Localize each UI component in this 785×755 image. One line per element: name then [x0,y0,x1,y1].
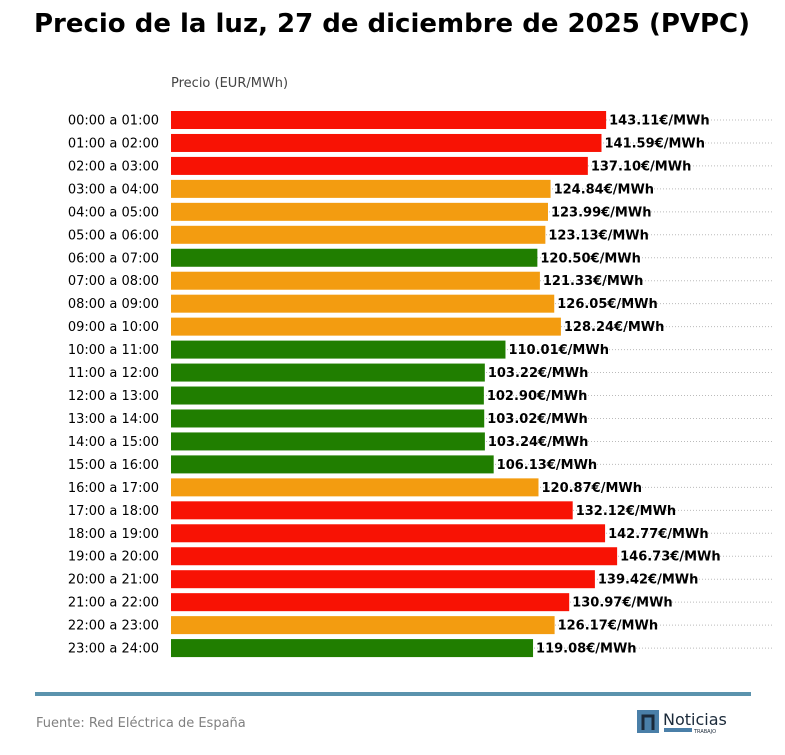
bar [171,616,555,635]
y-tick-label: 07:00 a 08:00 [68,274,159,289]
bar [171,202,548,221]
bar [171,133,602,152]
y-tick-label: 17:00 a 18:00 [68,504,159,519]
data-label: 123.13€/MWh [548,228,649,243]
data-label: 103.22€/MWh [488,366,589,381]
bar [171,294,555,313]
data-label: 126.17€/MWh [558,619,659,634]
y-tick-label: 13:00 a 14:00 [68,412,159,427]
y-tick-label: 18:00 a 19:00 [68,527,159,542]
y-tick-label: 04:00 a 05:00 [68,205,159,220]
data-label: 130.97€/MWh [572,596,673,611]
bar [171,248,538,267]
data-label: 132.12€/MWh [576,504,677,519]
y-tick-label: 22:00 a 23:00 [68,619,159,634]
y-tick-label: 15:00 a 16:00 [68,458,159,473]
data-label: 142.77€/MWh [608,527,709,542]
data-label: 120.50€/MWh [540,251,641,266]
y-tick-label: 11:00 a 12:00 [68,366,159,381]
x-axis-label: Precio (EUR/MWh) [171,76,288,91]
bar [171,593,570,612]
bar [171,317,561,336]
y-tick-label: 05:00 a 06:00 [68,228,159,243]
bar [171,225,546,244]
y-tick-label: 14:00 a 15:00 [68,435,159,450]
bar [171,570,595,589]
data-label: 126.05€/MWh [557,297,658,312]
bar [171,478,539,497]
bar [171,547,618,566]
data-label: 110.01€/MWh [508,343,609,358]
y-tick-label: 03:00 a 04:00 [68,182,159,197]
bar [171,386,484,405]
data-label: 146.73€/MWh [620,550,721,565]
bar [171,524,606,543]
y-tick-label: 23:00 a 24:00 [68,642,159,657]
bar [171,639,534,658]
y-tick-label: 01:00 a 02:00 [68,136,159,151]
source-text: Fuente: Red Eléctrica de España [36,716,246,731]
data-label: 123.99€/MWh [551,205,652,220]
y-tick-label: 16:00 a 17:00 [68,481,159,496]
bar [171,409,485,428]
data-label: 143.11€/MWh [609,114,710,129]
y-tick-label: 12:00 a 13:00 [68,389,159,404]
data-label: 103.24€/MWh [488,435,589,450]
bar [171,271,540,290]
bar [171,432,485,451]
y-tick-label: 08:00 a 09:00 [68,297,159,312]
chart-title: Precio de la luz, 27 de diciembre de 202… [34,9,750,39]
y-tick-label: 02:00 a 03:00 [68,159,159,174]
data-label: 139.42€/MWh [598,573,699,588]
data-label: 128.24€/MWh [564,320,665,335]
y-tick-label: 09:00 a 10:00 [68,320,159,335]
data-label: 119.08€/MWh [536,642,637,657]
y-tick-label: 06:00 a 07:00 [68,251,159,266]
y-tick-label: 10:00 a 11:00 [68,343,159,358]
y-tick-label: 19:00 a 20:00 [68,550,159,565]
bar [171,363,485,382]
y-tick-label: 00:00 a 01:00 [68,114,159,129]
y-tick-label: 21:00 a 22:00 [68,596,159,611]
bar [171,455,494,474]
y-tick-label: 20:00 a 21:00 [68,573,159,588]
data-label: 120.87€/MWh [541,481,642,496]
data-label: 102.90€/MWh [487,389,587,404]
bar [171,340,506,359]
data-label: 124.84€/MWh [554,182,655,197]
logo-text: Noticias [663,710,727,729]
bar [171,111,607,129]
bar [171,501,573,520]
logo: Noticias TRABAJO [637,710,727,735]
data-label: 121.33€/MWh [543,274,644,289]
bar [171,179,551,198]
data-label: 103.02€/MWh [487,412,588,427]
data-label: 137.10€/MWh [591,159,692,174]
logo-subtext: TRABAJO [693,729,716,735]
data-label: 141.59€/MWh [604,136,705,151]
bar [171,156,588,175]
data-label: 106.13€/MWh [497,458,598,473]
